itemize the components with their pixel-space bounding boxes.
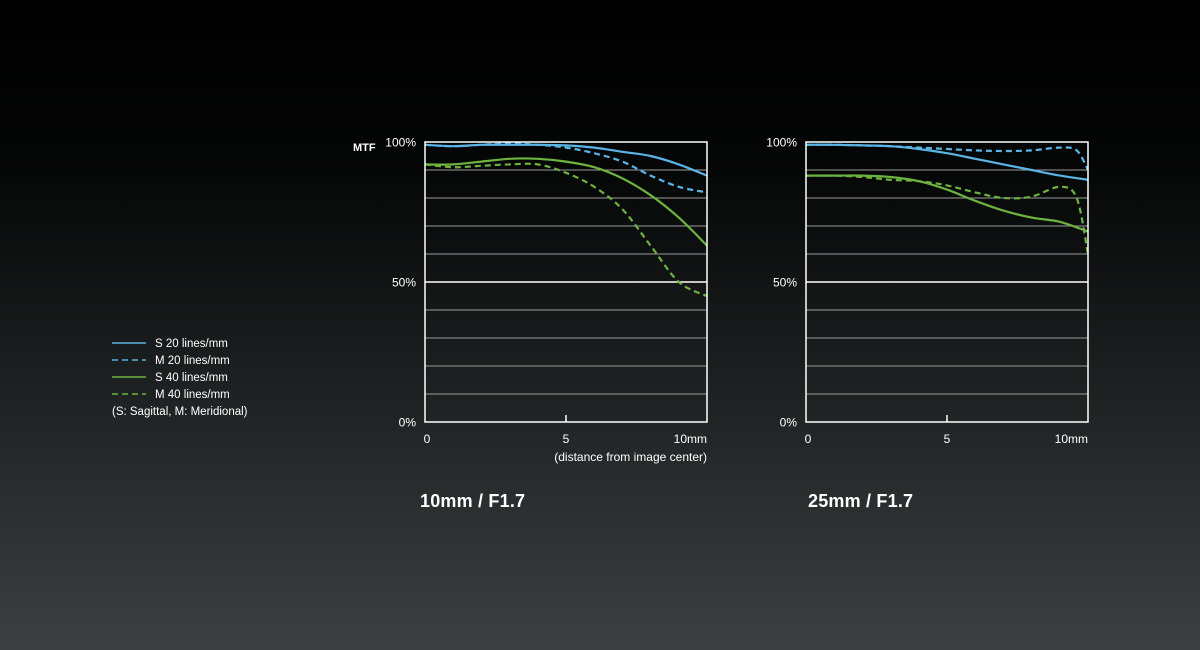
- x-tick-label: 0: [805, 432, 812, 446]
- series-line-s-40-lines-mm: [424, 157, 708, 247]
- legend-note: (S: Sagittal, M: Meridional): [112, 406, 248, 418]
- series-line-s-20-lines-mm: [805, 143, 1089, 181]
- series-line-s-40-lines-mm: [806, 174, 1089, 233]
- legend-label-m20: M 20 lines/mm: [155, 355, 230, 367]
- y-tick-label: 100%: [385, 136, 416, 150]
- legend-label-m40: M 40 lines/mm: [155, 389, 230, 401]
- y-tick-label: 100%: [766, 136, 797, 150]
- mtf-chart-25mm: 0 5 10mm 0% 50% 100% 25mm / F1.7: [766, 136, 1090, 511]
- mtf-axis-label: MTF: [353, 142, 376, 154]
- chart-title: 25mm / F1.7: [808, 491, 913, 511]
- plot-frame: [805, 141, 1089, 423]
- chart-title: 10mm / F1.7: [420, 491, 525, 511]
- x-tick-label: 0: [424, 432, 431, 446]
- legend-label-s40: S 40 lines/mm: [155, 372, 228, 384]
- x-tick-label: 5: [563, 432, 570, 446]
- series-line-m-20-lines-mm: [805, 143, 1089, 171]
- series-line-m-40-lines-mm: [805, 174, 1090, 255]
- y-tick-label: 50%: [773, 276, 797, 290]
- mtf-chart-10mm: 0 5 10mm 0% 50% 100% 10mm / F1.7: [385, 136, 708, 511]
- legend-label-s20: S 20 lines/mm: [155, 338, 228, 350]
- x-tick-label: 10mm: [674, 432, 707, 446]
- x-tick-label: 10mm: [1055, 432, 1088, 446]
- series-line-s-20-lines-mm: [424, 143, 708, 177]
- y-tick-label: 0%: [399, 416, 417, 430]
- x-tick-label: 5: [944, 432, 951, 446]
- y-tick-label: 50%: [392, 276, 416, 290]
- legend: S 20 lines/mm M 20 lines/mm S 40 lines/m…: [112, 338, 248, 418]
- x-axis-note: (distance from image center): [554, 450, 707, 464]
- plot-frame: [424, 141, 708, 423]
- y-tick-label: 0%: [780, 416, 798, 430]
- series-line-m-20-lines-mm: [424, 142, 708, 194]
- series-line-m-40-lines-mm: [424, 162, 708, 298]
